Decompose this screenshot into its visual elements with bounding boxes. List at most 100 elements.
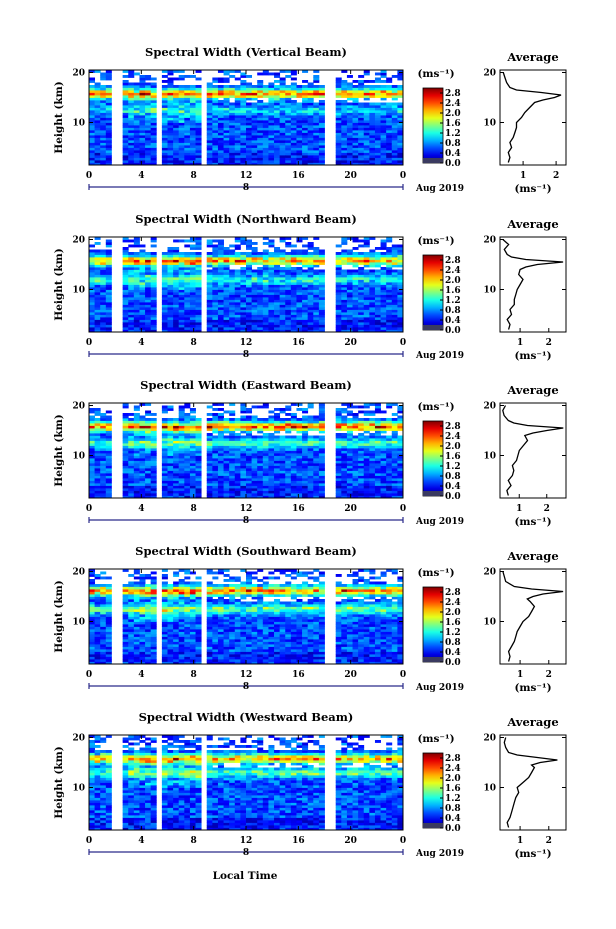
heatmap-cell: [100, 435, 107, 439]
heatmap-cell: [313, 127, 320, 131]
heatmap-cell: [290, 147, 297, 151]
heatmap-cell: [105, 112, 112, 116]
heatmap-cell: [212, 97, 219, 101]
heatmap-cell: [341, 252, 348, 255]
heatmap-cell: [363, 309, 370, 313]
heatmap-cell: [307, 140, 314, 143]
heatmap-cell: [346, 423, 353, 426]
heatmap-cell: [268, 322, 275, 325]
heatmap-cell: [178, 155, 185, 158]
heatmap-cell: [279, 97, 286, 101]
heatmap-cell: [145, 410, 152, 414]
heatmap-cell: [391, 299, 398, 303]
heatmap-cell: [139, 244, 146, 248]
heatmap-cell: [133, 418, 140, 421]
heatmap-cell: [251, 493, 258, 496]
heatmap-cell: [335, 259, 342, 263]
heatmap-cell: [380, 87, 387, 91]
heatmap-cell: [341, 70, 348, 73]
heatmap-cell: [369, 294, 376, 298]
heatmap-cell: [307, 252, 314, 255]
heatmap-cell: [307, 480, 314, 484]
heatmap-cell: [313, 80, 320, 83]
heatmap-cell: [139, 423, 146, 426]
heatmap-cell: [307, 85, 314, 88]
colorbar-tick-label: 2.0: [445, 276, 461, 286]
heatmap-cell: [285, 259, 292, 263]
heatmap-cell: [352, 150, 359, 153]
heatmap-cell: [100, 277, 107, 280]
heatmap-cell: [212, 239, 219, 243]
heatmap-cell: [145, 463, 152, 466]
colorbar-tick-label: 0.4: [445, 316, 461, 326]
heatmap-cell: [145, 132, 152, 136]
heatmap-cell: [94, 314, 101, 318]
heatmap-cell: [89, 294, 96, 298]
heatmap-cell: [257, 117, 264, 121]
heatmap-cell: [257, 450, 264, 454]
heatmap-cell: [100, 162, 107, 166]
heatmap-cell: [386, 150, 393, 153]
heatmap-cell: [173, 319, 180, 323]
heatmap-cell: [380, 140, 387, 143]
heatmap-cell: [161, 463, 168, 466]
heatmap-cell: [139, 483, 146, 486]
heatmap-cell: [240, 122, 247, 126]
heatmap-cell: [167, 157, 174, 161]
heatmap-cell: [397, 254, 404, 258]
heatmap-cell: [167, 475, 174, 479]
heatmap-cell: [296, 440, 303, 444]
heatmap-cell: [262, 264, 269, 268]
heatmap-cell: [296, 289, 303, 293]
heatmap-cell: [246, 418, 253, 421]
heatmap-cell: [341, 433, 348, 436]
heatmap-cell: [223, 309, 230, 313]
heatmap-cell: [206, 440, 213, 444]
heatmap-cell: [246, 443, 253, 446]
heatmap-cell: [94, 130, 101, 133]
heatmap-cell: [217, 112, 224, 116]
heatmap-cell: [268, 115, 275, 118]
heatmap-cell: [302, 277, 309, 280]
heatmap-cell: [251, 327, 258, 330]
heatmap-cell: [150, 302, 157, 305]
heatmap-cell: [262, 152, 269, 156]
heatmap-cell: [274, 135, 281, 138]
heatmap-cell: [184, 327, 191, 330]
heatmap-cell: [313, 132, 320, 136]
heatmap-cell: [313, 329, 320, 333]
heatmap-cell: [173, 272, 180, 275]
heatmap-cell: [262, 297, 269, 300]
heatmap-cell: [105, 277, 112, 280]
heatmap-cell: [346, 82, 353, 86]
heatmap-cell: [397, 160, 404, 163]
heatmap-cell: [122, 115, 129, 118]
heatmap-cell: [184, 463, 191, 466]
heatmap-cell: [302, 294, 309, 298]
heatmap-cell: [167, 450, 174, 454]
heatmap-cell: [397, 122, 404, 126]
heatmap-cell: [341, 257, 348, 260]
heatmap-cell: [184, 157, 191, 161]
heatmap-cell: [380, 314, 387, 318]
heatmap-cell: [161, 440, 168, 444]
heatmap-cell: [363, 289, 370, 293]
heatmap-cell: [167, 443, 174, 446]
heatmap-cell: [89, 445, 96, 449]
heatmap-cell: [128, 257, 135, 260]
heatmap-cell: [94, 97, 101, 101]
heatmap-cell: [346, 117, 353, 121]
heatmap-cell: [352, 157, 359, 161]
heatmap-cell: [274, 289, 281, 293]
heatmap-cell: [122, 403, 129, 406]
heatmap-cell: [386, 329, 393, 333]
heatmap-cell: [189, 162, 196, 166]
heatmap-cell: [391, 117, 398, 121]
heatmap-cell: [133, 147, 140, 151]
heatmap-cell: [167, 267, 174, 270]
heatmap-cell: [195, 87, 202, 91]
heatmap-cell: [302, 252, 309, 255]
heatmap-cell: [128, 463, 135, 466]
heatmap-cell: [150, 287, 157, 290]
heatmap-cell: [380, 127, 387, 131]
